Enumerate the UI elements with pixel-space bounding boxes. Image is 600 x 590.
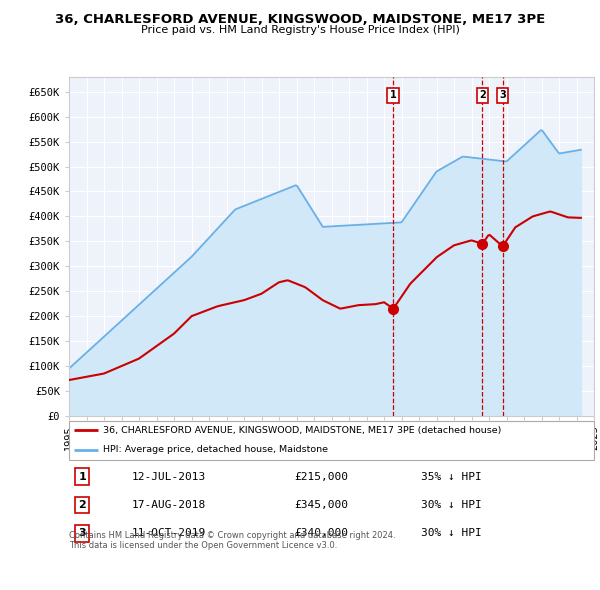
Text: 36, CHARLESFORD AVENUE, KINGSWOOD, MAIDSTONE, ME17 3PE (detached house): 36, CHARLESFORD AVENUE, KINGSWOOD, MAIDS…	[103, 426, 502, 435]
Text: Contains HM Land Registry data © Crown copyright and database right 2024.: Contains HM Land Registry data © Crown c…	[69, 531, 395, 540]
Text: 1: 1	[78, 472, 86, 481]
Text: This data is licensed under the Open Government Licence v3.0.: This data is licensed under the Open Gov…	[69, 542, 337, 550]
Text: £345,000: £345,000	[295, 500, 349, 510]
Text: 2: 2	[78, 500, 86, 510]
Text: £340,000: £340,000	[295, 529, 349, 538]
Text: 2: 2	[479, 90, 486, 100]
Text: HPI: Average price, detached house, Maidstone: HPI: Average price, detached house, Maid…	[103, 445, 328, 454]
Text: 17-AUG-2018: 17-AUG-2018	[132, 500, 206, 510]
Text: 1: 1	[390, 90, 397, 100]
Text: 30% ↓ HPI: 30% ↓ HPI	[421, 500, 482, 510]
Text: 3: 3	[79, 529, 86, 538]
Text: 30% ↓ HPI: 30% ↓ HPI	[421, 529, 482, 538]
Text: 36, CHARLESFORD AVENUE, KINGSWOOD, MAIDSTONE, ME17 3PE: 36, CHARLESFORD AVENUE, KINGSWOOD, MAIDS…	[55, 13, 545, 26]
Text: £215,000: £215,000	[295, 472, 349, 481]
Text: 3: 3	[499, 90, 506, 100]
Text: 11-OCT-2019: 11-OCT-2019	[132, 529, 206, 538]
Text: 35% ↓ HPI: 35% ↓ HPI	[421, 472, 482, 481]
Text: 12-JUL-2013: 12-JUL-2013	[132, 472, 206, 481]
Text: Price paid vs. HM Land Registry's House Price Index (HPI): Price paid vs. HM Land Registry's House …	[140, 25, 460, 35]
